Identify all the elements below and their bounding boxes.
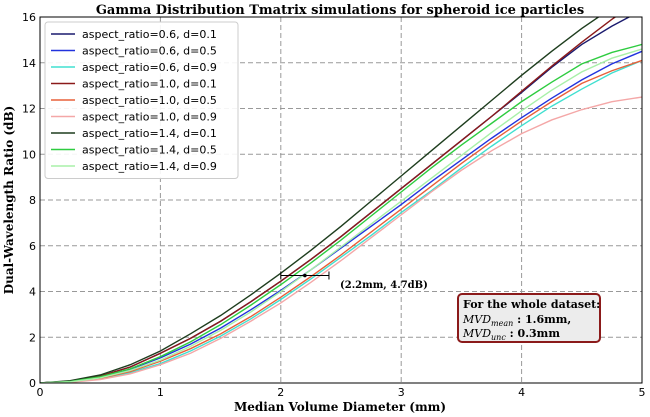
legend: aspect_ratio=0.6, d=0.1 aspect_ratio=0.6,… (44, 21, 239, 179)
info-box: For the whole dataset: MVDmean : 1.6mm, … (457, 293, 601, 343)
y-tick-label: 2 (29, 331, 36, 344)
info-box-line-2-sub: unc (491, 333, 506, 342)
y-tick-label: 4 (29, 286, 36, 299)
y-tick-label: 12 (22, 103, 36, 116)
x-tick-label: 1 (157, 386, 164, 399)
series-line (40, 17, 600, 383)
x-tick-label: 0 (37, 386, 44, 399)
series-lines (40, 17, 642, 383)
y-tick-label: 6 (29, 240, 36, 253)
annotation: (2.2mm, 4.7dB) (280, 271, 428, 291)
series-line (40, 17, 617, 383)
series-line (40, 48, 642, 383)
legend-label: aspect_ratio=1.4, d=0.1 (82, 127, 217, 140)
y-tick-label: 16 (22, 11, 36, 24)
chart-title: Gamma Distribution Tmatrix simulations f… (96, 3, 584, 18)
info-box-line-2-var: MVD (462, 327, 491, 340)
annotation-label: (2.2mm, 4.7dB) (340, 280, 428, 291)
info-box-line-1-var: MVD (462, 313, 491, 326)
y-axis-label: Dual-Wavelength Ratio (dB) (2, 106, 16, 295)
x-tick-label: 2 (277, 386, 284, 399)
info-box-line-1-sub: mean (491, 319, 513, 328)
x-axis-label: Median Volume Diameter (mm) (234, 400, 446, 414)
y-tick-label: 10 (22, 148, 36, 161)
series-line (40, 96, 642, 383)
x-tick-label: 4 (518, 386, 525, 399)
info-box-line-1-val: : 1.6mm, (513, 313, 571, 326)
legend-label: aspect_ratio=1.0, d=0.9 (82, 111, 217, 124)
series-line (40, 59, 642, 383)
x-tick-label: 3 (398, 386, 405, 399)
legend-label: aspect_ratio=1.4, d=0.9 (82, 160, 217, 173)
series-line (40, 59, 642, 383)
info-box-frame (457, 293, 601, 343)
info-box-line-2-val: : 0.3mm (506, 327, 560, 340)
y-tick-label: 14 (22, 57, 36, 70)
legend-label: aspect_ratio=1.0, d=0.5 (82, 94, 217, 107)
series-line (40, 43, 642, 383)
plot-frame (39, 16, 643, 384)
y-tick-label: 8 (29, 194, 36, 207)
x-tick-label: 5 (639, 386, 646, 399)
info-box-line-2: MVDunc : 0.3mm (462, 327, 560, 342)
info-box-line-1: MVDmean : 1.6mm, (462, 313, 571, 328)
legend-label: aspect_ratio=1.0, d=0.1 (82, 78, 217, 91)
legend-frame (44, 21, 239, 179)
legend-label: aspect_ratio=0.6, d=0.5 (82, 45, 217, 58)
legend-label: aspect_ratio=0.6, d=0.9 (82, 61, 217, 74)
annotation-point (303, 273, 307, 278)
legend-label: aspect_ratio=0.6, d=0.1 (82, 28, 217, 41)
info-box-heading: For the whole dataset: (463, 298, 600, 311)
y-tick-label: 0 (29, 377, 36, 390)
legend-label: aspect_ratio=1.4, d=0.5 (82, 144, 217, 157)
